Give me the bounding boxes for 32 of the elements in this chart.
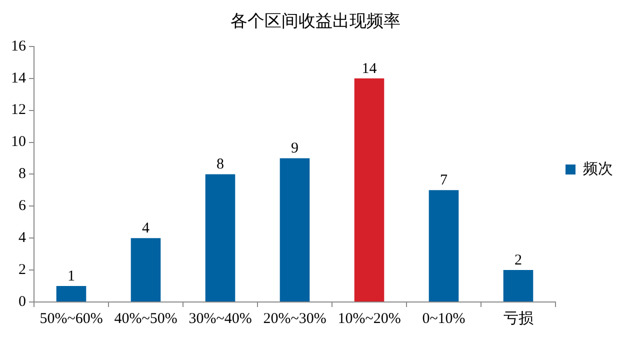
y-tick-label: 4 (18, 230, 26, 246)
data-label: 9 (291, 140, 298, 157)
data-label: 8 (216, 156, 224, 173)
x-tick-label: 10%~20% (338, 310, 401, 327)
x-tick-label: 20%~30% (263, 310, 326, 327)
y-tick-label: 2 (18, 262, 26, 278)
y-tick-label: 14 (11, 70, 26, 86)
bar (56, 286, 86, 302)
y-tick-label: 6 (18, 198, 26, 214)
x-tick-label: 50%~60% (40, 310, 103, 327)
y-tick-label: 12 (11, 102, 26, 118)
data-label: 14 (362, 60, 378, 77)
legend-label: 频次 (583, 160, 613, 178)
data-label: 7 (440, 172, 448, 189)
data-label: 4 (142, 220, 150, 237)
x-tick-label: 30%~40% (188, 310, 252, 327)
data-label: 2 (514, 252, 522, 268)
bar (428, 190, 459, 302)
y-tick-label: 10 (11, 134, 26, 150)
y-tick-label: 16 (11, 38, 26, 54)
data-label: 1 (68, 268, 75, 284)
chart-title: 各个区间收益出现频率 (230, 12, 400, 31)
x-tick-label: 亏损 (503, 310, 534, 327)
y-tick-label: 8 (18, 166, 26, 182)
bar (280, 158, 310, 302)
x-tick-label: 40%~50% (114, 310, 178, 327)
bar (205, 174, 236, 302)
y-tick-label: 0 (18, 294, 26, 310)
bar (503, 270, 534, 302)
x-tick-label: 0~10% (422, 310, 466, 327)
bar (130, 238, 161, 302)
bar (354, 78, 384, 302)
